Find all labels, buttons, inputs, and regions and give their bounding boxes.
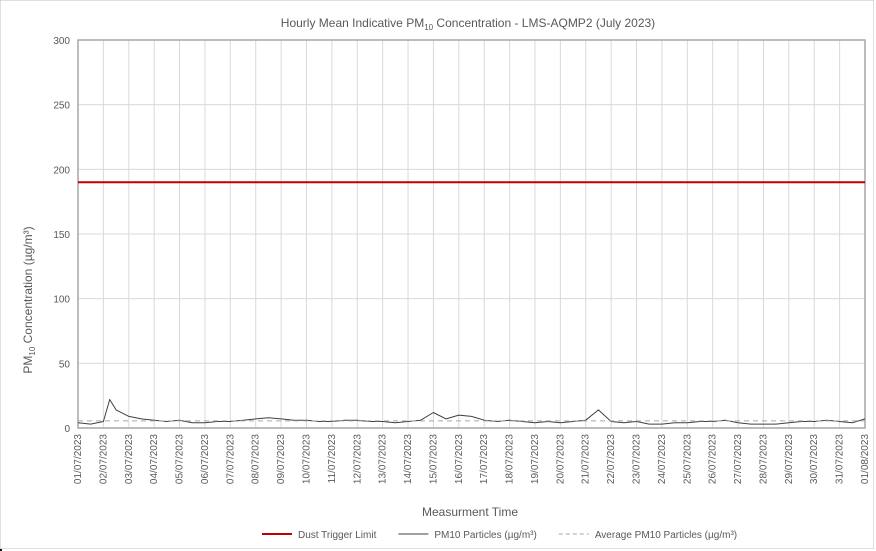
legend-label: PM10 Particles (µg/m³) xyxy=(434,530,536,541)
x-axis-label: Measurment Time xyxy=(422,505,518,519)
series-layer xyxy=(77,181,866,425)
x-tick-label: 05/07/2023 xyxy=(175,434,186,484)
x-tick-label: 07/07/2023 xyxy=(225,434,236,484)
x-tick-label: 31/07/2023 xyxy=(835,434,846,484)
x-tick-label: 14/07/2023 xyxy=(403,434,414,484)
y-tick-label: 300 xyxy=(53,36,70,47)
x-tick-label: 28/07/2023 xyxy=(758,434,769,484)
y-tick-label: 100 xyxy=(53,295,70,306)
x-tick-label: 11/07/2023 xyxy=(327,434,338,484)
y-tick-label: 50 xyxy=(59,359,71,370)
x-tick-label: 01/07/2023 xyxy=(73,434,84,484)
pm10-particles-line xyxy=(77,399,866,425)
y-tick-label: 0 xyxy=(64,424,70,435)
legend: Dust Trigger Limit PM10 Particles (µg/m³)… xyxy=(262,530,737,541)
x-axis-ticks: 01/07/2023 02/07/2023 03/07/2023 04/07/2023… xyxy=(73,434,871,484)
x-tick-label: 21/07/2023 xyxy=(581,434,592,484)
x-tick-label: 06/07/2023 xyxy=(200,434,211,484)
chart-title: Hourly Mean Indicative PM10 Concentratio… xyxy=(281,16,655,32)
x-tick-label: 29/07/2023 xyxy=(784,434,795,484)
x-tick-label: 20/07/2023 xyxy=(555,434,566,484)
x-tick-label: 17/07/2023 xyxy=(479,434,490,484)
x-tick-label: 03/07/2023 xyxy=(124,434,135,484)
x-tick-label: 27/07/2023 xyxy=(733,434,744,484)
y-axis-ticks: 0 50 100 150 200 250 300 xyxy=(53,36,70,435)
y-tick-label: 250 xyxy=(53,101,70,112)
y-tick-label: 150 xyxy=(53,230,70,241)
x-tick-label: 01/08/2023 xyxy=(860,434,871,484)
x-tick-label: 10/07/2023 xyxy=(301,434,312,484)
x-tick-label: 09/07/2023 xyxy=(276,434,287,484)
legend-label: Average PM10 Particles (µg/m³) xyxy=(595,530,737,541)
x-tick-label: 18/07/2023 xyxy=(505,434,516,484)
x-tick-label: 24/07/2023 xyxy=(657,434,668,484)
x-tick-label: 19/07/2023 xyxy=(530,434,541,484)
x-tick-label: 30/07/2023 xyxy=(809,434,820,484)
x-tick-label: 25/07/2023 xyxy=(682,434,693,484)
x-tick-label: 15/07/2023 xyxy=(428,434,439,484)
x-tick-label: 22/07/2023 xyxy=(606,434,617,484)
x-tick-label: 04/07/2023 xyxy=(149,434,160,484)
y-tick-label: 200 xyxy=(53,165,70,176)
legend-label: Dust Trigger Limit xyxy=(298,530,377,541)
x-tick-label: 13/07/2023 xyxy=(378,434,389,484)
x-tick-label: 08/07/2023 xyxy=(251,434,262,484)
x-tick-label: 02/07/2023 xyxy=(98,434,109,484)
x-tick-label: 23/07/2023 xyxy=(632,434,643,484)
x-tick-label: 26/07/2023 xyxy=(708,434,719,484)
x-tick-label: 16/07/2023 xyxy=(454,434,465,484)
plot-area-border xyxy=(77,39,866,429)
x-tick-label: 12/07/2023 xyxy=(352,434,363,484)
y-axis-label: PM10 Concentration (µg/m³) xyxy=(21,226,37,373)
